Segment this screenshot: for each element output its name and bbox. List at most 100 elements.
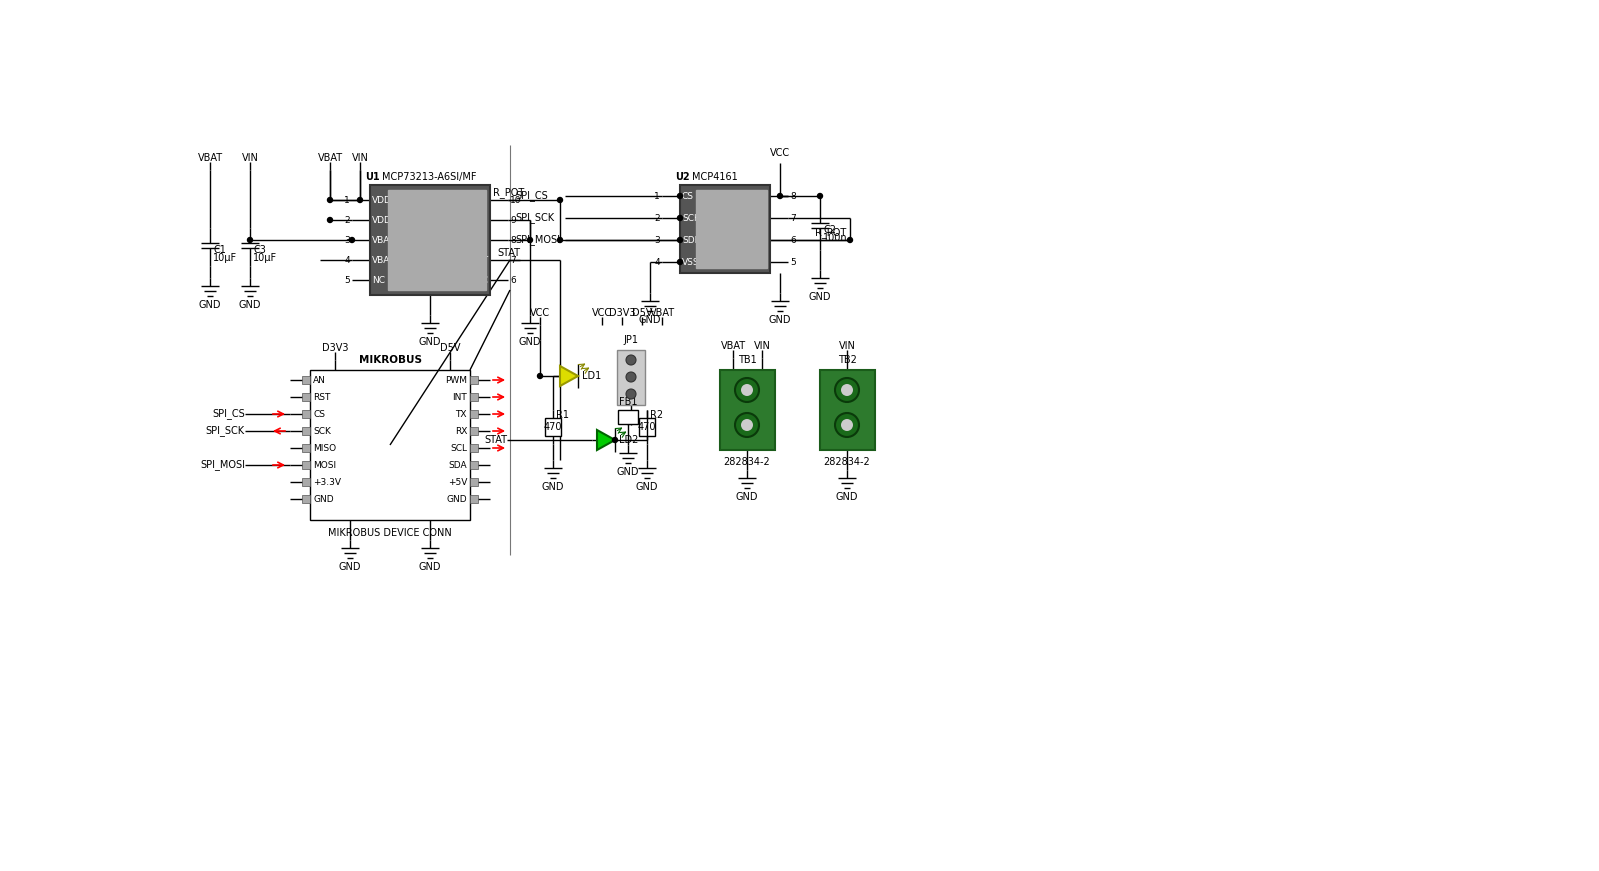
Circle shape bbox=[328, 218, 333, 222]
Text: GND: GND bbox=[636, 482, 659, 492]
Bar bbox=[302, 427, 310, 435]
Text: C1: C1 bbox=[213, 245, 225, 255]
Text: U2: U2 bbox=[675, 172, 689, 182]
Text: MISO: MISO bbox=[313, 443, 336, 453]
Bar bbox=[720, 370, 776, 450]
Text: SPI_CS: SPI_CS bbox=[213, 408, 245, 420]
Text: MCP73213-A6SI/MF: MCP73213-A6SI/MF bbox=[382, 172, 477, 182]
Text: MIKROBUS DEVICE CONN: MIKROBUS DEVICE CONN bbox=[328, 528, 453, 538]
Text: GND: GND bbox=[313, 495, 334, 503]
Circle shape bbox=[537, 374, 542, 379]
Circle shape bbox=[678, 193, 683, 199]
Text: 3: 3 bbox=[654, 235, 660, 245]
Text: D3V3: D3V3 bbox=[609, 308, 635, 318]
Polygon shape bbox=[596, 430, 616, 450]
Bar bbox=[389, 190, 486, 290]
Circle shape bbox=[736, 378, 760, 402]
Text: GND: GND bbox=[836, 492, 859, 502]
Text: VIN: VIN bbox=[838, 341, 855, 351]
Text: SDA: SDA bbox=[448, 461, 467, 469]
Text: RST: RST bbox=[313, 393, 331, 402]
Text: GND: GND bbox=[198, 300, 221, 310]
Text: POB: POB bbox=[750, 213, 768, 222]
Circle shape bbox=[678, 215, 683, 220]
Text: C3: C3 bbox=[253, 245, 265, 255]
Text: PROG: PROG bbox=[462, 195, 488, 205]
Text: D5V: D5V bbox=[632, 308, 652, 318]
Text: MCP4161: MCP4161 bbox=[692, 172, 737, 182]
Bar bbox=[470, 393, 478, 401]
Bar bbox=[617, 410, 638, 424]
Circle shape bbox=[777, 193, 782, 199]
Text: 7: 7 bbox=[510, 255, 516, 265]
Text: VIN: VIN bbox=[753, 341, 771, 351]
Text: VBAT: VBAT bbox=[373, 255, 395, 265]
Text: 5: 5 bbox=[344, 275, 350, 285]
Circle shape bbox=[625, 372, 636, 382]
Text: STAT: STAT bbox=[484, 435, 507, 445]
Circle shape bbox=[558, 198, 563, 202]
Bar bbox=[470, 444, 478, 452]
Text: GND: GND bbox=[339, 562, 361, 572]
Text: GND: GND bbox=[238, 300, 261, 310]
Text: 5: 5 bbox=[790, 258, 796, 267]
Text: VIN: VIN bbox=[352, 153, 368, 163]
Text: 1: 1 bbox=[344, 195, 350, 205]
Text: 470: 470 bbox=[638, 422, 656, 432]
Text: RX: RX bbox=[454, 427, 467, 436]
Text: NC: NC bbox=[373, 275, 385, 285]
Text: SCK: SCK bbox=[683, 213, 700, 222]
Text: GND: GND bbox=[736, 492, 758, 502]
Text: GND: GND bbox=[419, 337, 441, 347]
Text: 6: 6 bbox=[510, 275, 516, 285]
Text: CS: CS bbox=[683, 192, 694, 200]
Circle shape bbox=[841, 419, 852, 431]
Text: VDD: VDD bbox=[373, 195, 392, 205]
Text: SPI_SCK: SPI_SCK bbox=[515, 213, 555, 224]
Text: 6: 6 bbox=[790, 235, 796, 245]
Circle shape bbox=[678, 238, 683, 242]
Bar bbox=[302, 461, 310, 469]
Bar bbox=[302, 410, 310, 418]
Text: SCK: SCK bbox=[313, 427, 331, 436]
Bar bbox=[470, 376, 478, 384]
Text: 100n: 100n bbox=[823, 233, 847, 243]
Circle shape bbox=[558, 238, 563, 242]
Text: POW: POW bbox=[747, 235, 768, 245]
Text: VCC: VCC bbox=[529, 308, 550, 318]
Text: VDD: VDD bbox=[748, 192, 768, 200]
Text: POA: POA bbox=[750, 258, 768, 267]
Text: SCL: SCL bbox=[449, 443, 467, 453]
Text: TX: TX bbox=[456, 409, 467, 418]
Text: D3V3: D3V3 bbox=[321, 343, 349, 353]
Bar bbox=[820, 370, 875, 450]
Text: LD1: LD1 bbox=[582, 371, 601, 381]
Text: GND: GND bbox=[518, 337, 540, 347]
Text: FB1: FB1 bbox=[619, 397, 638, 407]
Text: SPI_MOSI: SPI_MOSI bbox=[515, 234, 560, 246]
Bar bbox=[680, 185, 771, 273]
Text: U1: U1 bbox=[365, 172, 379, 182]
Polygon shape bbox=[560, 366, 577, 386]
Text: 10: 10 bbox=[510, 195, 521, 205]
Bar bbox=[302, 376, 310, 384]
Text: 2: 2 bbox=[654, 213, 660, 222]
Text: SPI_MOSI: SPI_MOSI bbox=[200, 460, 245, 470]
Text: 9: 9 bbox=[510, 215, 516, 225]
Circle shape bbox=[847, 238, 852, 242]
Text: C2: C2 bbox=[823, 225, 836, 235]
Text: VBAT: VBAT bbox=[197, 153, 222, 163]
Circle shape bbox=[841, 384, 852, 396]
Text: VBAT: VBAT bbox=[373, 235, 395, 245]
Text: 3: 3 bbox=[344, 235, 350, 245]
Bar bbox=[302, 478, 310, 486]
Text: +5V: +5V bbox=[448, 477, 467, 487]
Text: 4: 4 bbox=[344, 255, 350, 265]
Circle shape bbox=[528, 238, 532, 242]
Bar bbox=[696, 190, 768, 268]
Text: R2: R2 bbox=[651, 410, 664, 420]
Bar bbox=[302, 495, 310, 503]
Text: 7: 7 bbox=[790, 213, 796, 222]
Text: 4: 4 bbox=[654, 258, 660, 267]
Circle shape bbox=[612, 437, 617, 442]
